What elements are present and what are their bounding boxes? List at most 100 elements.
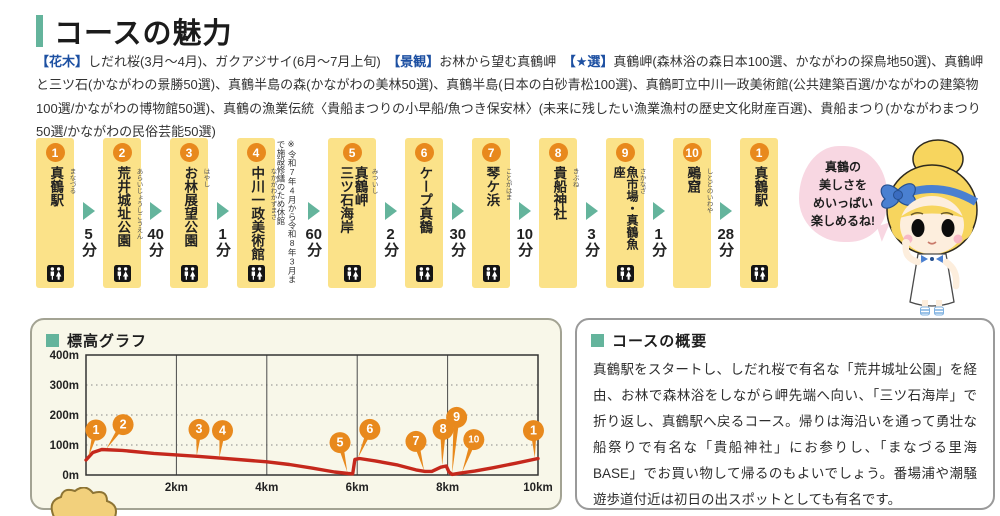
- corner-mascot-blob: [50, 487, 117, 516]
- leg-minutes: 30: [449, 227, 467, 242]
- stop-number-badge: 1: [45, 143, 65, 162]
- arrow-right-icon: [585, 202, 598, 220]
- blob-shape: [50, 487, 117, 516]
- mascot-leg-right: [936, 300, 942, 309]
- route-leg: 60分: [299, 138, 328, 290]
- route-leg: 1分: [208, 138, 237, 290]
- svg-text:1: 1: [530, 423, 537, 437]
- stop-number-badge: 4: [246, 143, 266, 162]
- section-bullet-icon: [46, 334, 59, 347]
- overview-panel-title: コースの概要: [577, 320, 993, 351]
- overview-panel: コースの概要 真鶴駅をスタートし、しだれ桜で有名な「荒井城址公園」を経由、お林で…: [575, 318, 995, 510]
- arrow-right-icon: [652, 202, 665, 220]
- svg-text:4km: 4km: [255, 482, 278, 494]
- stop-number-badge: 2: [112, 143, 132, 162]
- intro-label: 【花木】: [36, 54, 89, 69]
- svg-text:8km: 8km: [436, 482, 459, 494]
- arrow-right-icon: [307, 202, 320, 220]
- stop-name: 魚市場・真鶴魚座: [612, 166, 640, 250]
- arrow-right-icon: [82, 202, 95, 220]
- arrow-right-icon: [384, 202, 397, 220]
- stop-number-badge: 3: [179, 143, 199, 162]
- intro-segment-text: 真鶴岬(森林浴の森日本100選、かながわの探鳥地50選)、真鶴岬と三ツ石(かなが…: [36, 54, 984, 140]
- svg-text:9: 9: [453, 410, 460, 424]
- route-leg: 10分: [510, 138, 539, 290]
- leg-duration: 1分: [214, 227, 231, 257]
- route-stop-3: 3 はやし お林展望公園: [170, 138, 209, 288]
- stop-reading: なかがわかずまさ: [269, 168, 276, 220]
- mascot-bow-left-petal: [880, 184, 899, 209]
- stop-number-badge: 10: [682, 143, 702, 162]
- mascot-eye-left: [911, 219, 925, 237]
- svg-text:4: 4: [219, 423, 226, 437]
- svg-text:2km: 2km: [165, 482, 188, 494]
- svg-text:3: 3: [196, 422, 203, 436]
- stop-reading: あらいじょうしこうえん: [135, 168, 142, 240]
- stop-reading: きぶね: [571, 168, 579, 188]
- overview-title-text: コースの概要: [612, 333, 708, 350]
- svg-text:7: 7: [412, 434, 419, 448]
- svg-text:0m: 0m: [62, 470, 79, 482]
- mascot-bow-knot: [893, 190, 903, 200]
- mascot-neck-bow-knot: [930, 257, 934, 261]
- svg-text:2: 2: [120, 417, 127, 431]
- toilet-icon: [343, 265, 361, 282]
- stop-number-badge: 8: [548, 143, 568, 162]
- section-bullet-icon: [591, 334, 604, 347]
- mascot-arm-left: [902, 241, 922, 266]
- route-leg: 2分: [376, 138, 405, 290]
- mascot-face: [900, 196, 964, 254]
- route-stop-2: 2 あらいじょうしこうえん 荒井城址公園: [103, 138, 142, 288]
- route-leg: 40分: [141, 138, 170, 290]
- stop-name: 中川一政美術館: [249, 166, 265, 261]
- stop-closure-note: ※令和7年4月から令和8年3月まで施設修繕のため休館: [276, 140, 298, 284]
- svg-text:8: 8: [440, 422, 447, 436]
- stop-name: 荒井城址公園: [115, 166, 131, 247]
- stop-name: 琴ケ浜: [484, 166, 500, 207]
- stop-reading: さかなざ: [638, 168, 646, 194]
- svg-text:10: 10: [468, 435, 480, 446]
- elevation-title-text: 標高グラフ: [67, 333, 148, 350]
- leg-duration: 10分: [516, 227, 534, 257]
- route-stop-10: 10 しとどのいわや 鵐窟: [673, 138, 713, 288]
- route-stop-5: 5 みついし 真鶴岬 三ツ石海岸: [328, 138, 377, 288]
- mascot-mouth: [927, 241, 937, 245]
- mascot-sock-stripes: [920, 309, 944, 314]
- toilet-icon: [247, 265, 265, 282]
- toilet-icon: [616, 265, 634, 282]
- stop-number-badge: 9: [615, 143, 635, 162]
- leg-duration: 2分: [382, 227, 400, 257]
- elevation-panel: 標高グラフ 1 2 3 4 5 6 7 8 9 10 1 400m 300m 200m 100m 0m 2km 4…: [30, 318, 562, 510]
- route-stop-8: 8 きぶね 貴船神社: [539, 138, 579, 288]
- route-stop-4: 4 なかがわかずまさ 中川一政美術館: [237, 138, 276, 288]
- leg-duration: 30分: [449, 227, 467, 257]
- route-leg: 30分: [443, 138, 472, 290]
- leg-minutes: 40: [147, 227, 164, 242]
- intro-segment-text: しだれ桜(3月〜4月)、ガクアジサイ(6月〜7月上旬): [88, 54, 394, 69]
- svg-text:400m: 400m: [50, 350, 79, 362]
- route-leg: 5分: [74, 138, 103, 290]
- mascot-dress: [909, 253, 955, 307]
- stop-name: ケープ真鶴: [417, 166, 433, 234]
- mascot-bangs: [899, 205, 965, 218]
- stop-reading: しとどのいわや: [705, 168, 713, 214]
- svg-text:6: 6: [366, 422, 373, 436]
- route-leg: 28分: [711, 138, 740, 290]
- arrow-right-icon: [216, 202, 229, 220]
- intro-label: 【★選】: [569, 54, 614, 69]
- stop-name: 鵐窟: [685, 166, 701, 193]
- mascot-leg-left: [922, 300, 928, 309]
- leg-duration: 5分: [80, 227, 97, 257]
- route-stop-6: 6 ケープ真鶴: [405, 138, 444, 288]
- leg-minutes: 3: [587, 227, 596, 242]
- svg-text:100m: 100m: [50, 440, 79, 452]
- svg-text:200m: 200m: [50, 410, 79, 422]
- leg-duration: 1分: [650, 227, 668, 257]
- mascot-cheek-right: [953, 234, 963, 244]
- leg-minutes: 1: [654, 227, 663, 242]
- route-stop-1: 1 まなづる 真鶴駅: [36, 138, 75, 288]
- speech-text: 真鶴の 美しさを めいっぱい 楽しめるね!: [811, 160, 875, 228]
- elevation-chart: 1 2 3 4 5 6 7 8 9 10 1 400m 300m 200m 100m 0m 2km 4km 6km 8…: [36, 348, 560, 507]
- mascot-bow-right-petal: [897, 183, 916, 206]
